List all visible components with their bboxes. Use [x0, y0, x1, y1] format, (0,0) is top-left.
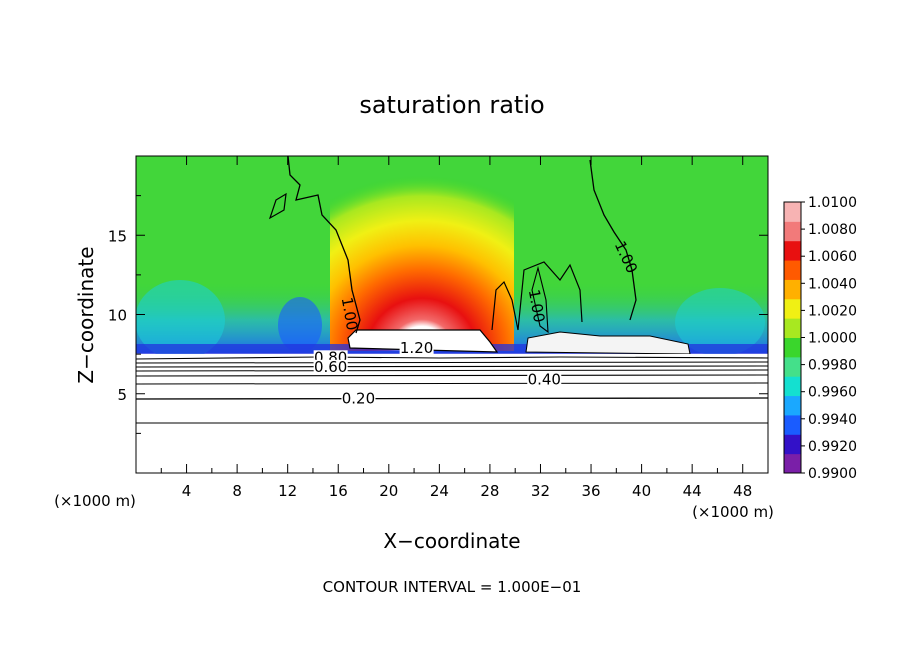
contour-label-bg — [313, 359, 348, 374]
contour-0-20 — [136, 397, 768, 400]
y-tick-label: 10 — [108, 307, 127, 325]
colorbar-segment — [784, 279, 801, 300]
chart-title: saturation ratio — [359, 91, 544, 119]
colorbar-label: 1.0000 — [808, 331, 857, 347]
contour-label-bg — [399, 340, 434, 355]
colorbar-label: 0.9980 — [808, 358, 857, 374]
contour-1-00-inner — [531, 265, 549, 334]
contour-0-60 — [136, 365, 768, 368]
x-tick-label: 32 — [531, 482, 550, 500]
contour-0-40 — [136, 374, 768, 377]
colorbar-segment — [784, 434, 801, 455]
colorbar-label: 0.9960 — [808, 385, 857, 401]
colorbar-label: 0.9900 — [808, 466, 857, 482]
x-unit-label-right: (×1000 m) — [692, 503, 774, 521]
contour-lines — [136, 156, 768, 424]
x-tick-label: 20 — [379, 482, 398, 500]
x-unit-label-left: (×1000 m) — [54, 492, 136, 510]
x-tick-label: 36 — [581, 482, 600, 500]
y-tick-label: 5 — [117, 386, 127, 404]
colorbar-label: 1.0020 — [808, 303, 857, 319]
stable-layer-fill — [136, 354, 768, 473]
contour-1-00-left — [287, 156, 361, 334]
x-tick-label: 44 — [683, 482, 702, 500]
y-axis: 5 10 15 — [108, 195, 768, 434]
contour-interval-footer: CONTOUR INTERVAL = 1.000E−01 — [323, 578, 582, 596]
contour-label: 1.00 — [338, 296, 362, 332]
colorbar-segment — [784, 453, 801, 474]
contour-1-00-right — [589, 159, 637, 321]
field-plume — [330, 175, 514, 351]
contour-1-00-center — [491, 261, 583, 331]
contour-1-00-island — [268, 192, 287, 220]
x-tick-label: 16 — [329, 482, 348, 500]
x-tick-label: 8 — [232, 482, 242, 500]
contour-0-80 — [136, 356, 768, 360]
x-tick-label: 40 — [632, 482, 651, 500]
contour-label: 1.00 — [525, 288, 549, 324]
colorbar-segment — [784, 298, 801, 319]
colorbar-segment — [784, 202, 801, 222]
colorbar-label: 0.9920 — [808, 439, 857, 455]
colorbar-label: 1.0080 — [808, 222, 857, 238]
contour-label-bg — [527, 372, 562, 387]
contour-label: 1.20 — [400, 339, 433, 357]
field-cyan-patch-right — [675, 288, 765, 356]
colorbar-label: 0.9940 — [808, 412, 857, 428]
colorbar-segment — [784, 337, 801, 358]
x-tick-label: 4 — [182, 482, 192, 500]
field-blue-patch-left — [278, 297, 322, 353]
cloud-region-right — [525, 331, 691, 355]
colorbar: 1.0100 1.0080 1.0060 1.0040 1.0020 1.0000 0.99… — [783, 195, 857, 482]
colorbar-segment — [784, 414, 801, 435]
contour-label: 0.20 — [342, 390, 375, 408]
contour-label-bg — [341, 391, 376, 406]
contour-0-70 — [136, 361, 768, 364]
y-axis-label: Z−coordinate — [74, 246, 98, 383]
x-tick-label: 24 — [430, 482, 449, 500]
plot-area: 1.200.800.600.400.201.00 1.001.00 — [136, 156, 768, 473]
colorbar-label: 1.0040 — [808, 276, 857, 292]
colorbar-segment — [784, 395, 801, 416]
colorbar-segment — [784, 221, 801, 242]
colorbar-segment — [784, 260, 801, 280]
colorbar-segment — [784, 318, 801, 338]
x-tick-label: 12 — [278, 482, 297, 500]
contour-label: 0.60 — [314, 358, 347, 376]
x-tick-label: 48 — [733, 482, 752, 500]
contour-label: 0.40 — [528, 370, 561, 388]
colorbar-segment — [784, 356, 801, 377]
x-axis-label: X−coordinate — [383, 529, 520, 553]
colorbar-segment — [784, 376, 801, 397]
x-tick-label: 28 — [480, 482, 499, 500]
x-axis: 4 8 12 16 20 24 28 32 36 40 44 48 — [160, 156, 752, 500]
colorbar-label: 1.0060 — [808, 249, 857, 265]
field-cyan-patch-left — [136, 280, 225, 360]
colorbar-segment — [784, 240, 801, 261]
contour-0-30 — [136, 382, 768, 385]
y-tick-label: 15 — [108, 227, 127, 245]
colorbar-label: 1.0100 — [808, 195, 857, 211]
contour-0-50 — [136, 369, 768, 372]
